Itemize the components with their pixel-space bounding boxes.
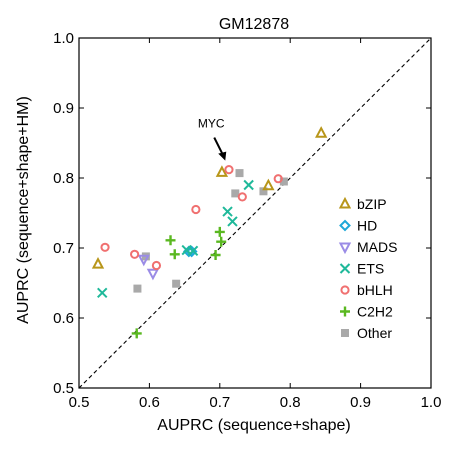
- series-mads: [137, 254, 160, 281]
- legend-marker-mads: [338, 242, 352, 255]
- series-ets: [97, 179, 254, 299]
- y-tick-label: 0.5: [53, 380, 74, 397]
- y-axis-label: AUPRC (sequence+shape+HM): [15, 96, 32, 324]
- data-point-ets: [227, 216, 238, 227]
- data-point-c2h2: [131, 328, 142, 339]
- x-tick-label: 1.0: [421, 394, 442, 411]
- data-point-bhlh: [237, 192, 247, 202]
- series-bzip: [91, 126, 328, 269]
- series-bhlh: [100, 165, 283, 271]
- series-c2h2: [131, 226, 227, 339]
- data-point-bhlh: [151, 260, 162, 271]
- legend-marker-bhlh: [340, 285, 350, 295]
- y-tick-label: 0.8: [53, 170, 74, 187]
- data-point-c2h2: [169, 249, 180, 260]
- data-point-ets: [243, 179, 254, 191]
- x-tick-label: 0.7: [209, 394, 230, 411]
- legend-label: MADS: [357, 239, 397, 255]
- legend-item-bzip: bZIP: [338, 196, 387, 212]
- data-point-bhlh: [191, 204, 201, 215]
- data-point-ets: [97, 287, 108, 299]
- data-point-c2h2: [214, 226, 225, 237]
- data-point-bzip: [91, 256, 105, 269]
- chart-title: GM12878: [219, 16, 289, 33]
- data-point-bzip: [262, 178, 275, 191]
- data-point-other: [172, 279, 181, 288]
- legend-item-c2h2: C2H2: [340, 304, 393, 320]
- y-tick-label: 0.7: [53, 240, 74, 257]
- data-point-bzip: [215, 165, 229, 177]
- data-point-c2h2: [210, 250, 221, 260]
- data-point-bhlh: [224, 165, 234, 175]
- data-point-other: [259, 187, 268, 196]
- data-point-c2h2: [216, 236, 227, 247]
- annotation-arrow-head: [218, 151, 227, 161]
- legend-label: C2H2: [357, 304, 393, 320]
- data-point-other: [133, 284, 142, 293]
- legend-label: ETS: [357, 261, 384, 277]
- x-tick-label: 0.5: [69, 394, 90, 411]
- data-point-bhlh: [130, 249, 140, 259]
- legend-marker-ets: [339, 263, 351, 274]
- legend-label: HD: [357, 218, 377, 234]
- data-point-bzip: [315, 126, 328, 138]
- plot-area: 0.5 0.6 0.7 0.8 0.9 1.0 0.5 0.6 0.7 0.8 0.9 1.0 MYC: [53, 30, 441, 411]
- legend-item-ets: ETS: [339, 261, 384, 277]
- legend-label: bHLH: [357, 282, 393, 298]
- legend-marker-c2h2: [340, 306, 350, 317]
- legend-marker-hd: [339, 219, 351, 232]
- plot-frame: [78, 37, 432, 389]
- x-tick-label: 0.9: [350, 394, 371, 411]
- data-point-other: [235, 169, 244, 178]
- data-point-bhlh: [100, 242, 110, 252]
- data-point-ets: [187, 245, 199, 257]
- annotation-label: MYC: [198, 117, 225, 131]
- legend-item-other: Other: [341, 325, 392, 341]
- x-tick-label: 0.6: [139, 394, 160, 411]
- y-tick-label: 0.9: [53, 100, 74, 117]
- legend-marker-bzip: [338, 196, 352, 209]
- y-tick-label: 1.0: [53, 30, 74, 47]
- data-point-mads: [146, 268, 160, 281]
- legend-item-mads: MADS: [338, 239, 397, 255]
- data-point-bhlh: [273, 174, 283, 184]
- diagonal-line: [78, 37, 432, 389]
- x-axis-label: AUPRC (sequence+shape): [157, 417, 350, 434]
- legend-label: bZIP: [357, 196, 387, 212]
- legend: bZIP HD MADS ETS bHLH C2H2 Other: [338, 196, 397, 341]
- data-point-other: [279, 177, 288, 186]
- data-point-ets: [222, 206, 233, 217]
- legend-label: Other: [357, 325, 392, 341]
- x-tick-label: 0.8: [280, 394, 301, 411]
- y-tick-label: 0.6: [53, 310, 74, 327]
- legend-marker-other: [341, 329, 349, 337]
- data-point-mads: [137, 254, 150, 267]
- data-point-other: [231, 189, 240, 198]
- legend-item-hd: HD: [339, 218, 377, 234]
- data-point-c2h2: [165, 235, 176, 246]
- legend-item-bhlh: bHLH: [340, 282, 393, 298]
